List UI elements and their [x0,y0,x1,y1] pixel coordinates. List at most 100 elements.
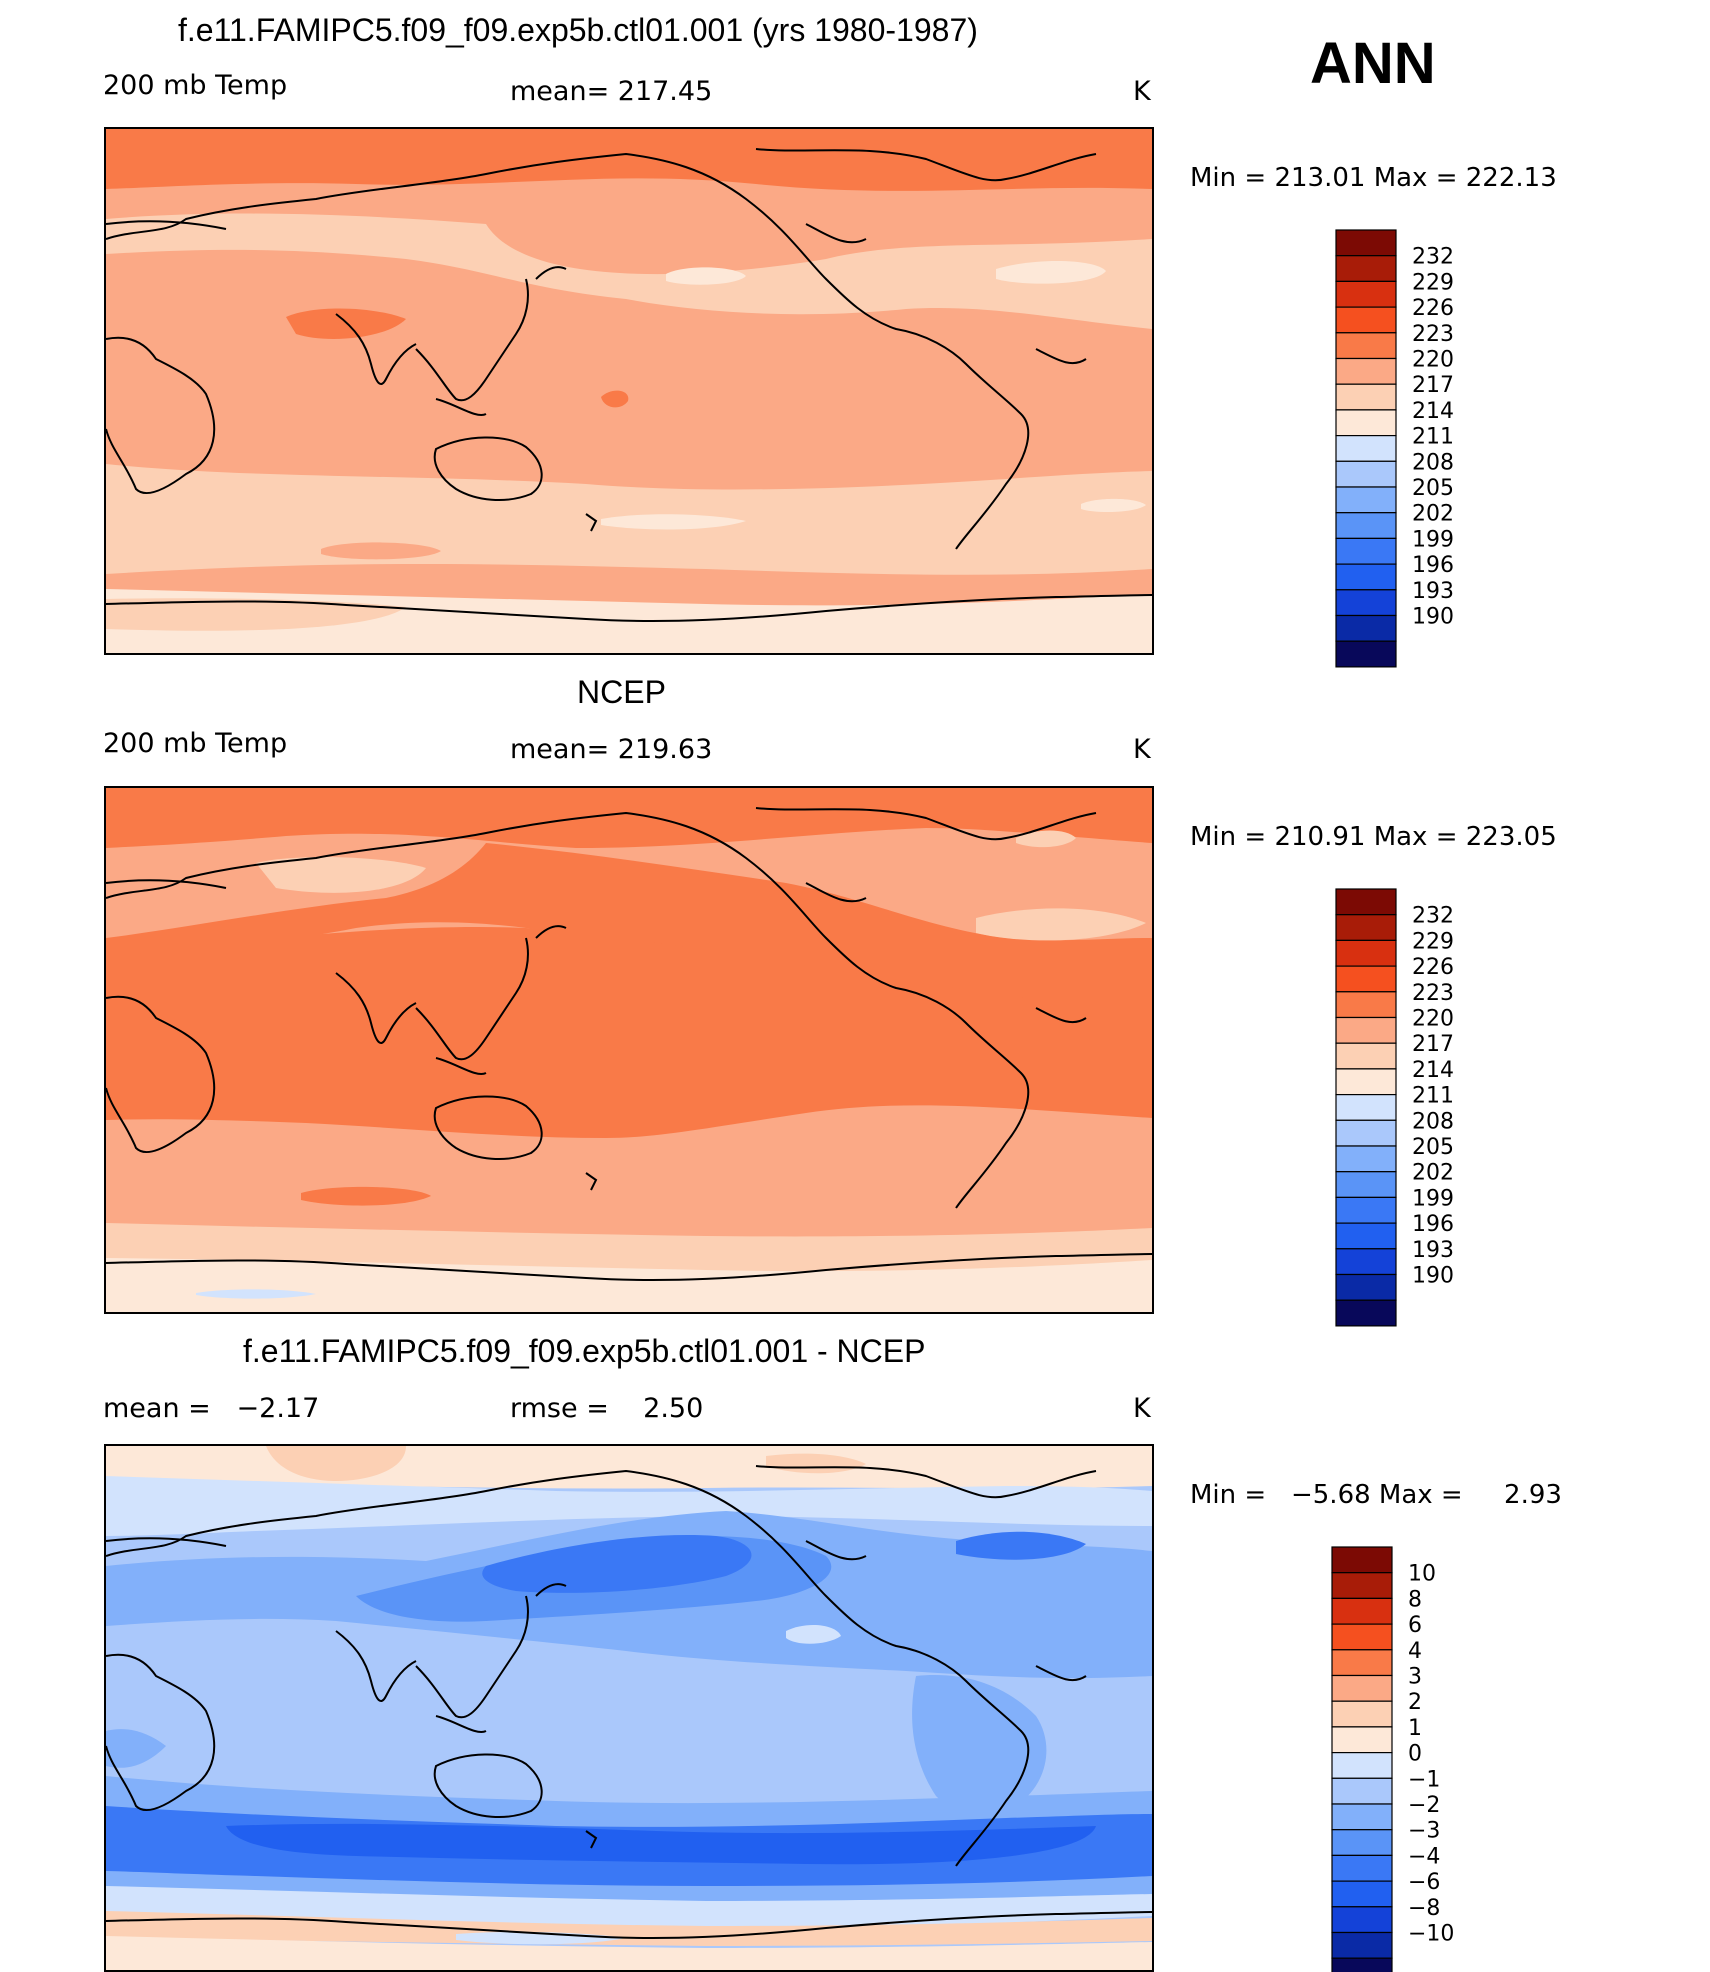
panel-3-colorbar-label: −3 [1408,1819,1440,1844]
panel-2-colorbar-svg: 2322292262232202172142112082052021991961… [1335,888,1454,1327]
panel-2-colorbar-label: 229 [1412,929,1454,954]
panel-3-minmax: Min = −5.68 Max = 2.93 [1190,1480,1562,1510]
panel-1-colorbar-box [1335,306,1397,334]
panel-1-colorbar-label: 199 [1412,527,1454,552]
panel-3-colorbar-label: −2 [1408,1793,1440,1818]
panel-3-contour-field [106,1446,1152,1970]
panel-3-colorbar-box [1331,1803,1393,1831]
panel-1-contour-field [106,129,1152,653]
panel-1-colorbar-box [1335,640,1397,668]
panel-3-rmse-label: rmse = 2.50 [510,1393,704,1424]
panel-1-colorbar-box [1335,512,1397,540]
panel-1-minmax: Min = 213.01 Max = 222.13 [1190,163,1557,193]
panel-3-colorbar-box [1331,1931,1393,1959]
panel-2-colorbar-label: 214 [1412,1058,1454,1083]
panel-3-colorbar-label: 0 [1408,1742,1422,1767]
panel-2-colorbar-label: 211 [1412,1084,1454,1109]
panel-2-colorbar-label: 226 [1412,955,1454,980]
panel-2-colorbar-box [1335,965,1397,993]
panel-1-title: f.e11.FAMIPC5.f09_f09.exp5b.ctl01.001 (y… [178,12,978,48]
panel-2-colorbar-label: 232 [1412,904,1454,929]
panel-3-colorbar-label: −1 [1408,1767,1440,1792]
panel-1-colorbar-label: 196 [1412,553,1454,578]
panel-1-mean-label: mean= 217.45 [510,76,713,107]
panel-2-colorbar-label: 223 [1412,981,1454,1006]
panel-1-colorbar-box [1335,486,1397,514]
panel-3-colorbar-label: 6 [1408,1613,1422,1638]
panel-1-colorbar-box [1335,255,1397,283]
panel-3-colorbar-label: −4 [1408,1844,1440,1869]
panel-1-colorbar-label: 229 [1412,270,1454,295]
panel-1-colorbar-box [1335,409,1397,437]
panel-3-colorbar-box [1331,1572,1393,1600]
panel-2-colorbar-label: 190 [1412,1264,1454,1289]
panel-3-colorbar-label: 2 [1408,1690,1422,1715]
panel-1-colorbar-label: 214 [1412,399,1454,424]
panel-2-colorbar-box [1335,1016,1397,1044]
panel-3-colorbar-label: 4 [1408,1639,1422,1664]
panel-3-colorbar-box [1331,1957,1393,1972]
panel-3-colorbar-label: −8 [1408,1896,1440,1921]
panel-1-colorbar-label: 190 [1412,605,1454,630]
panel-2-colorbar-box [1335,1222,1397,1250]
panel-2-contour-field [106,788,1152,1312]
panel-2-colorbar: 232 229 226 223 220 217 214 211 208 205 202 199 196 1… [1334,887,1474,1327]
panel-2-minmax: Min = 210.91 Max = 223.05 [1190,822,1557,852]
panel-3-mean-label: mean = −2.17 [103,1393,320,1424]
panel-3-units: K [1133,1393,1151,1424]
panel-1-colorbar-label: 223 [1412,322,1454,347]
panel-1-units: K [1133,76,1151,107]
panel-1-colorbar-label: 202 [1412,502,1454,527]
panel-3-colorbar-box [1331,1649,1393,1677]
panel-2-colorbar-box [1335,914,1397,942]
panel-3-colorbar-label: −6 [1408,1870,1440,1895]
panel-2-colorbar-box [1335,888,1397,916]
panel-2-colorbar-box [1335,1068,1397,1096]
panel-1-colorbar-label: 220 [1412,348,1454,373]
panel-3-colorbar: 10 8 6 4 3 2 1 0 −1 −2 −3 −4 −6 −8 −10 [1330,1545,1470,1972]
panel-2-colorbar-box [1335,1171,1397,1199]
panel-3-colorbar-box [1331,1674,1393,1702]
panel-1-colorbar-label: 232 [1412,245,1454,270]
panel-1-colorbar-box [1335,383,1397,411]
panel-1-colorbar-box [1335,357,1397,385]
panel-1-colorbar-label: 226 [1412,296,1454,321]
panel-2-colorbar-box [1335,1273,1397,1301]
panel-2-title: NCEP [577,674,666,710]
panel-3-colorbar-box [1331,1700,1393,1728]
panel-3-colorbar-label: 3 [1408,1665,1422,1690]
panel-2-colorbar-label: 205 [1412,1135,1454,1160]
panel-1-colorbar-label: 208 [1412,450,1454,475]
panel-3-coastlines [106,1465,1152,1939]
panel-2-colorbar-box [1335,1248,1397,1276]
panel-2-colorbar-label: 199 [1412,1186,1454,1211]
panel-2-colorbar-box [1335,1145,1397,1173]
panel-2-colorbar-box [1335,1196,1397,1224]
panel-3-colorbar-label: 10 [1408,1562,1436,1587]
panel-3-colorbar-box [1331,1906,1393,1934]
panel-3-colorbar-label: 1 [1408,1716,1422,1741]
panel-3-colorbar-box [1331,1880,1393,1908]
panel-2-variable-label: 200 mb Temp [103,728,288,759]
panel-1-colorbar-label: 211 [1412,425,1454,450]
panel-2-colorbar-label: 217 [1412,1032,1454,1057]
panel-1-colorbar-svg: 2322292262232202172142112082052021991961… [1335,229,1454,668]
panel-1-colorbar-box [1335,614,1397,642]
panel-2-colorbar-label: 193 [1412,1238,1454,1263]
panel-3-colorbar-box [1331,1777,1393,1805]
panel-3-colorbar-box [1331,1623,1393,1651]
panel-2-colorbar-box [1335,1094,1397,1121]
panel-3-colorbar-box [1331,1726,1393,1754]
panel-1-colorbar-box [1335,280,1397,308]
panel-1-coastlines [106,148,1152,622]
panel-1-colorbar-box [1335,563,1397,591]
panel-2-colorbar-box [1335,1119,1397,1147]
panel-3-colorbar-box [1331,1829,1393,1857]
panel-1-colorbar-label: 193 [1412,579,1454,604]
panel-2-colorbar-box [1335,1042,1397,1070]
panel-1-colorbar-box [1335,332,1397,360]
panel-3-colorbar-box [1331,1597,1393,1625]
panel-2-mean-label: mean= 219.63 [510,734,713,765]
panel-1-colorbar-label: 217 [1412,373,1454,398]
